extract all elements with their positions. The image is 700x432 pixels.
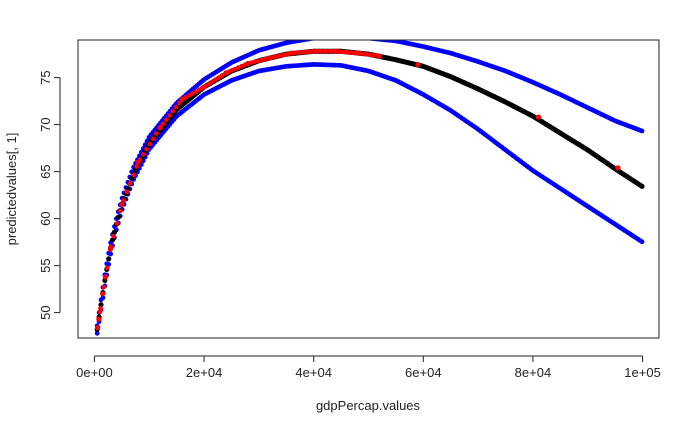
y-tick-label: 50 <box>38 305 53 319</box>
observed-point <box>318 48 324 54</box>
curve-point-fit <box>115 214 121 220</box>
observed-point <box>150 136 156 142</box>
observed-point <box>325 48 330 54</box>
series-layer <box>94 40 645 336</box>
y-tick-label: 75 <box>38 70 53 84</box>
observed-point <box>101 284 107 290</box>
observed-point <box>167 113 172 118</box>
curve-point-fit <box>109 237 116 243</box>
curve-point-fit <box>106 256 112 262</box>
observed-point <box>334 49 340 54</box>
observed-point <box>292 50 297 56</box>
observed-point <box>302 49 307 55</box>
observed-point <box>203 83 209 89</box>
observed-point <box>535 114 542 120</box>
observed-point <box>137 157 143 162</box>
x-tick-label: 8e+04 <box>515 365 552 380</box>
y-tick-label: 70 <box>38 117 53 131</box>
y-tick-label: 55 <box>38 258 53 272</box>
observed-point <box>331 48 337 54</box>
observed-point <box>305 49 310 55</box>
observed-point <box>121 197 126 203</box>
observed-point <box>213 77 218 82</box>
observed-point <box>295 50 301 55</box>
observed-point <box>100 291 106 297</box>
observed-point <box>311 48 317 54</box>
observed-point <box>206 81 212 87</box>
x-axis-label: gdpPercap.values <box>316 398 421 413</box>
observed-point <box>140 152 146 157</box>
x-tick-label: 0e+00 <box>76 365 113 380</box>
x-tick-label: 4e+04 <box>295 365 332 380</box>
observed-point <box>163 117 169 122</box>
observed-point <box>157 126 162 131</box>
y-tick-label: 60 <box>38 211 53 225</box>
y-tick-label: 65 <box>38 164 53 178</box>
observed-point <box>134 164 139 169</box>
observed-point <box>216 75 222 80</box>
observed-point <box>328 48 333 54</box>
curve-point-lower-interval <box>94 330 100 336</box>
observed-point <box>344 49 350 55</box>
curve-point-lower-interval <box>100 295 106 301</box>
observed-point <box>117 208 123 214</box>
observed-point <box>170 108 176 114</box>
observed-point <box>124 189 130 195</box>
plot-box <box>77 39 660 339</box>
observed-point <box>154 131 159 136</box>
observed-point <box>177 100 182 106</box>
observed-point <box>147 141 153 147</box>
observed-point <box>108 247 113 253</box>
observed-point <box>98 305 103 311</box>
series-observed <box>94 48 621 331</box>
observed-point <box>173 104 179 110</box>
observed-point <box>119 201 125 208</box>
observed-point <box>321 48 327 54</box>
observed-point <box>315 48 320 54</box>
observed-point <box>94 325 100 330</box>
observed-point <box>415 61 421 68</box>
observed-point <box>615 165 621 171</box>
observed-point <box>131 172 136 178</box>
curve-point-upper-interval <box>639 128 645 134</box>
x-tick-label: 6e+04 <box>405 365 442 380</box>
observed-point <box>111 233 116 239</box>
curve-point-lower-interval <box>639 239 645 245</box>
observed-point <box>341 49 347 55</box>
observed-point <box>348 50 353 55</box>
series-lower-interval <box>94 62 645 336</box>
observed-point <box>308 49 314 54</box>
observed-point <box>209 79 215 85</box>
observed-point <box>144 146 149 152</box>
observed-point <box>96 316 102 322</box>
observed-point <box>127 181 133 186</box>
curve-point-fit <box>639 183 645 189</box>
x-tick-label: 1e+05 <box>624 365 661 380</box>
observed-point <box>97 309 103 315</box>
y-axis-label: predictedvalues[, 1] <box>4 133 19 246</box>
observed-point <box>160 121 166 127</box>
observed-point <box>219 73 225 78</box>
x-tick-label: 2e+04 <box>186 365 223 380</box>
observed-point <box>351 50 357 56</box>
observed-point <box>374 53 380 58</box>
observed-point <box>102 274 109 280</box>
curve-point-fit <box>111 229 118 235</box>
observed-point <box>104 265 110 271</box>
axes-layer: 0e+00 2e+04 4e+04 6e+04 8e+04 1e+05 50 55 60 65 70… <box>38 70 661 380</box>
curve-point-lower-interval <box>108 251 114 257</box>
observed-point <box>298 50 304 55</box>
observed-point <box>114 221 120 226</box>
